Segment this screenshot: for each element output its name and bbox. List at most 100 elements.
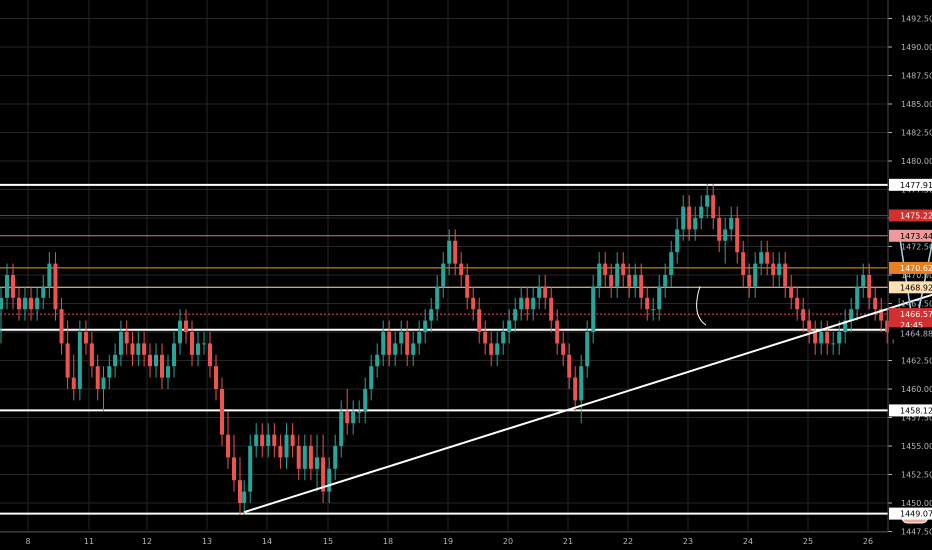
candle-body: [777, 263, 782, 275]
price-label-bg[interactable]: [889, 229, 932, 242]
candle-body: [759, 252, 764, 264]
candle-body: [89, 343, 94, 367]
candle-body: [513, 309, 518, 321]
price-label[interactable]: 1449.07: [900, 510, 932, 519]
candle-body: [783, 263, 788, 287]
x-tick-label: 13: [202, 537, 212, 546]
x-tick-label: 18: [383, 537, 393, 546]
candle-body: [136, 343, 141, 355]
price-label-bg[interactable]: [889, 178, 932, 191]
price-label-bg[interactable]: [889, 507, 932, 520]
price-label[interactable]: 1477.91: [900, 181, 932, 190]
candle-body: [369, 366, 374, 389]
candle-body: [771, 263, 776, 275]
y-tick-label: 1447.50: [901, 528, 932, 537]
x-tick-label: 19: [443, 537, 453, 546]
price-label-bg[interactable]: [889, 261, 932, 274]
candle-body: [831, 343, 836, 345]
candle-body: [741, 252, 746, 275]
price-label[interactable]: 1470.62: [900, 264, 932, 273]
candle-body: [417, 332, 422, 344]
price-label[interactable]: 1464.88: [900, 329, 932, 338]
ascending-trendline[interactable]: [243, 242, 932, 514]
candle-body: [248, 446, 253, 492]
candle-body: [507, 320, 512, 332]
candle-body: [178, 320, 182, 344]
candle-body: [489, 343, 494, 355]
candle-body: [101, 377, 106, 389]
candle-body: [220, 389, 224, 435]
price-label-bg[interactable]: [889, 281, 932, 294]
price-label-bg[interactable]: [889, 209, 932, 222]
candle-body: [591, 286, 596, 332]
price-label-bg[interactable]: [889, 404, 932, 417]
candle-body: [681, 206, 686, 230]
candle-body: [0, 297, 3, 310]
price-label-bg[interactable]: [889, 308, 932, 321]
candle-body: [47, 263, 52, 287]
horizontal-levels[interactable]: [0, 183, 888, 515]
x-tick-label: 20: [503, 537, 513, 546]
candle-body: [208, 343, 212, 367]
candle-body: [675, 229, 680, 253]
candle-body: [202, 343, 206, 345]
price-label[interactable]: 24:45: [900, 321, 923, 330]
y-tick-label: 1455.00: [901, 442, 932, 451]
curve-annotation[interactable]: [696, 286, 707, 326]
candle-body: [53, 263, 58, 310]
y-tick-label: 1460.00: [901, 385, 932, 394]
candle-body: [885, 320, 890, 332]
candle-body: [813, 332, 818, 344]
candle-body: [142, 343, 147, 355]
candle-body: [357, 411, 362, 413]
candle-body: [705, 195, 710, 207]
candle-body: [351, 411, 356, 424]
candle-body: [483, 332, 488, 344]
price-label[interactable]: 1473.44: [900, 232, 932, 241]
candle-body: [747, 275, 752, 287]
candle-body: [118, 332, 123, 355]
candle-body: [651, 309, 656, 311]
price-label[interactable]: 1466.57: [900, 310, 932, 319]
x-tick-label: 26: [863, 537, 873, 546]
candle-body: [11, 275, 15, 298]
candle-body: [130, 343, 135, 355]
candle-body: [603, 263, 608, 275]
candle-body: [819, 332, 824, 344]
candle-body: [441, 263, 446, 287]
candle-body: [315, 457, 320, 469]
candle-body: [95, 366, 100, 389]
price-axis[interactable]: 1492.50 1490.00 1487.50 1485.00 1482.50 1480.…: [887, 0, 932, 537]
candle-body: [555, 320, 560, 344]
candle-body: [567, 354, 572, 378]
candle-body: [148, 354, 152, 367]
candle-body: [837, 332, 842, 344]
candle-body: [543, 286, 548, 298]
price-label[interactable]: 1475.22: [900, 211, 932, 220]
candle-body: [495, 343, 500, 355]
candle-body: [214, 366, 218, 389]
price-label[interactable]: 1458.12: [900, 406, 932, 415]
candle-body: [525, 297, 530, 310]
candle-body: [807, 320, 812, 332]
price-label[interactable]: 1468.92: [900, 283, 932, 292]
candle-body: [669, 252, 674, 275]
candle-body: [71, 377, 76, 389]
candle-body: [879, 309, 884, 321]
candle-body: [723, 229, 728, 241]
price-label-bg[interactable]: [889, 327, 932, 340]
candle-body: [17, 297, 21, 310]
candle-body: [190, 332, 194, 355]
time-axis[interactable]: 8 11 12 13 14 15 18 19 20 21 22 23 24 25 26: [0, 531, 888, 546]
candle-body: [83, 332, 88, 344]
y-tick-label: 1467.50: [901, 300, 932, 309]
candle-body: [23, 297, 27, 310]
candle-body: [429, 309, 434, 321]
candle-body: [447, 240, 452, 264]
candle-body: [154, 354, 158, 367]
x-tick-label: 14: [262, 537, 272, 546]
candle-body: [717, 218, 722, 241]
candle-body: [363, 389, 368, 412]
candle-body: [242, 491, 247, 503]
